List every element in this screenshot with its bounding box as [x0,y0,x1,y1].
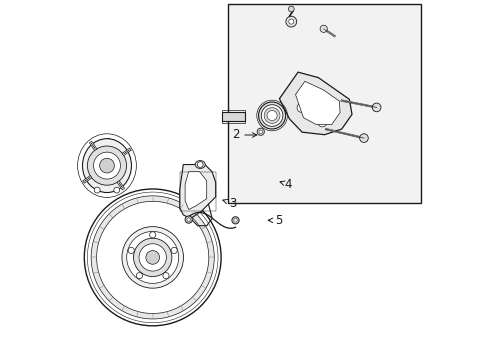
Circle shape [149,232,156,238]
Circle shape [139,244,166,271]
Circle shape [126,231,178,283]
Ellipse shape [261,105,282,126]
Circle shape [296,103,306,112]
Text: 4: 4 [280,178,291,191]
Circle shape [100,158,114,173]
Circle shape [305,91,314,100]
Circle shape [285,16,296,27]
Circle shape [325,106,335,115]
Bar [179,172,215,211]
Circle shape [97,201,208,314]
Circle shape [171,247,177,253]
Circle shape [197,162,203,167]
Text: 1: 1 [182,244,206,257]
Circle shape [266,111,277,121]
Circle shape [257,128,264,135]
Polygon shape [179,165,215,219]
Circle shape [288,19,293,24]
Circle shape [93,152,120,179]
Circle shape [359,134,367,143]
Circle shape [145,251,159,264]
Circle shape [233,219,237,222]
Polygon shape [279,72,351,135]
Text: 2: 2 [231,129,256,141]
Circle shape [288,6,294,12]
Circle shape [264,108,280,123]
Circle shape [91,196,214,319]
Circle shape [133,238,171,276]
Bar [228,4,420,203]
Ellipse shape [82,139,131,193]
Circle shape [136,273,142,279]
Circle shape [317,117,326,127]
Polygon shape [185,172,206,210]
Circle shape [114,187,120,193]
Circle shape [231,217,239,224]
Text: 3: 3 [223,197,236,210]
Text: 6: 6 [103,137,112,153]
Polygon shape [295,81,339,125]
Circle shape [84,189,221,326]
Circle shape [320,25,326,32]
Circle shape [122,227,183,288]
Text: 5: 5 [268,214,282,227]
Polygon shape [221,112,244,121]
Circle shape [185,216,192,223]
Circle shape [94,187,100,193]
Circle shape [371,103,380,112]
Circle shape [87,146,126,185]
Ellipse shape [258,102,285,129]
Circle shape [163,273,169,279]
Circle shape [128,247,134,253]
Ellipse shape [195,161,205,168]
Circle shape [259,130,262,134]
Circle shape [186,218,190,221]
